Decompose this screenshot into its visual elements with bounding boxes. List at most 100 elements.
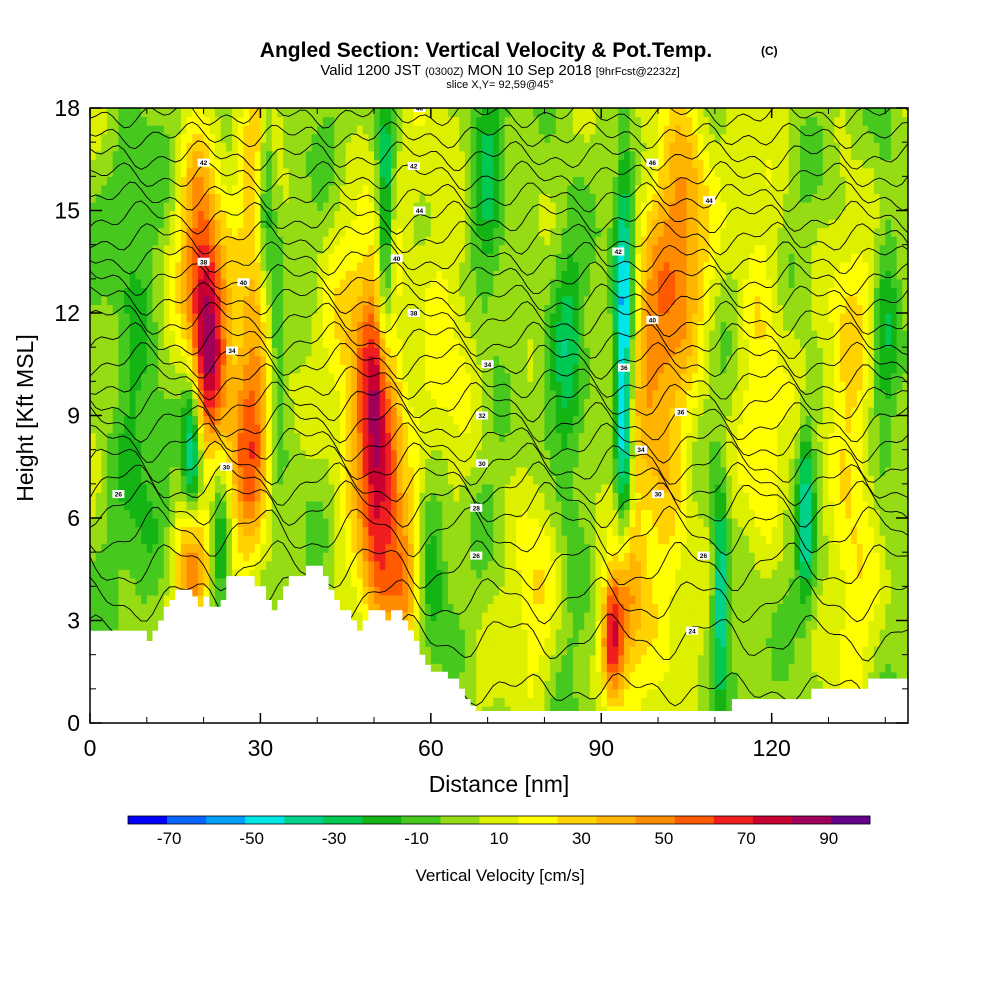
velocity-cell <box>879 543 886 553</box>
velocity-cell <box>419 552 426 562</box>
velocity-cell <box>709 594 716 605</box>
velocity-cell <box>601 594 608 605</box>
velocity-cell <box>356 449 364 459</box>
velocity-cell <box>555 441 563 451</box>
velocity-cell <box>748 458 756 468</box>
velocity-cell <box>800 620 807 630</box>
velocity-cell <box>720 603 727 613</box>
velocity-cell <box>635 569 642 579</box>
velocity-cell <box>635 594 642 605</box>
velocity-cell <box>686 603 693 613</box>
velocity-cell <box>680 492 688 502</box>
velocity-cell <box>663 705 671 716</box>
velocity-cell <box>232 466 239 476</box>
velocity-cell <box>555 646 563 656</box>
velocity-cell <box>459 629 466 639</box>
velocity-cell <box>339 432 347 442</box>
velocity-cell <box>328 466 335 476</box>
velocity-cell <box>254 492 262 502</box>
velocity-cell <box>896 586 903 596</box>
velocity-cell <box>538 705 546 716</box>
velocity-cell <box>232 475 239 485</box>
velocity-cell <box>481 663 489 673</box>
velocity-cell <box>862 663 869 673</box>
velocity-cell <box>726 432 733 442</box>
velocity-cell <box>118 586 125 596</box>
velocity-cell <box>555 680 563 690</box>
velocity-cell <box>209 432 216 442</box>
velocity-cell <box>470 424 477 434</box>
velocity-cell <box>845 458 852 468</box>
velocity-cell <box>896 637 903 647</box>
velocity-cell <box>709 577 716 587</box>
velocity-cell <box>408 543 415 553</box>
velocity-cell <box>283 509 290 519</box>
velocity-cell <box>419 646 426 656</box>
velocity-cell <box>396 586 404 596</box>
velocity-cell <box>765 560 773 570</box>
velocity-cell <box>527 620 534 630</box>
velocity-cell <box>95 518 102 528</box>
velocity-cell <box>845 680 852 690</box>
velocity-cell <box>612 500 619 511</box>
velocity-cell <box>186 500 193 511</box>
velocity-cell <box>561 543 568 553</box>
velocity-cell <box>146 441 154 451</box>
velocity-cell <box>680 663 688 673</box>
velocity-cell <box>714 543 722 553</box>
velocity-cell <box>141 483 148 493</box>
velocity-cell <box>572 603 580 613</box>
velocity-cell <box>754 543 761 553</box>
velocity-cell <box>737 620 744 630</box>
velocity-cell <box>561 432 568 442</box>
velocity-cell <box>771 586 778 596</box>
velocity-cell <box>845 569 852 579</box>
velocity-cell <box>618 492 625 502</box>
velocity-cell <box>118 466 125 476</box>
velocity-cell <box>589 663 597 673</box>
velocity-cell <box>334 594 341 605</box>
velocity-cell <box>464 424 472 434</box>
velocity-cell <box>476 611 483 622</box>
velocity-cell <box>470 543 477 553</box>
velocity-cell <box>601 569 608 579</box>
velocity-cell <box>868 603 875 613</box>
velocity-cell <box>135 424 142 434</box>
velocity-cell <box>254 441 262 451</box>
velocity-cell <box>550 526 557 536</box>
velocity-cell <box>402 432 409 442</box>
velocity-cell <box>805 492 813 502</box>
velocity-cell <box>90 475 97 485</box>
velocity-cell <box>567 432 574 442</box>
velocity-cell <box>879 620 886 630</box>
velocity-cell <box>811 560 818 570</box>
velocity-cell <box>675 458 682 468</box>
velocity-cell <box>90 577 97 587</box>
velocity-cell <box>141 526 148 536</box>
velocity-cell <box>612 629 619 639</box>
velocity-cell <box>527 697 534 707</box>
velocity-cell <box>714 594 722 605</box>
velocity-cell <box>334 569 341 579</box>
velocity-cell <box>237 475 244 485</box>
velocity-cell <box>572 671 580 681</box>
velocity-cell <box>124 441 131 451</box>
velocity-cell <box>442 663 449 673</box>
velocity-cell <box>890 458 898 468</box>
velocity-cell <box>419 560 426 570</box>
velocity-cell <box>783 569 790 579</box>
velocity-cell <box>726 697 733 707</box>
velocity-cell <box>572 663 580 673</box>
velocity-cell <box>703 697 710 707</box>
velocity-cell <box>305 475 313 485</box>
velocity-cell <box>794 646 801 656</box>
velocity-cell <box>726 492 733 502</box>
velocity-cell <box>476 705 483 716</box>
velocity-cell <box>737 518 744 528</box>
velocity-cell <box>516 458 523 468</box>
velocity-cell <box>453 654 460 664</box>
velocity-cell <box>777 629 784 639</box>
velocity-cell <box>476 629 483 639</box>
velocity-cell <box>305 509 313 519</box>
velocity-cell <box>680 526 688 536</box>
